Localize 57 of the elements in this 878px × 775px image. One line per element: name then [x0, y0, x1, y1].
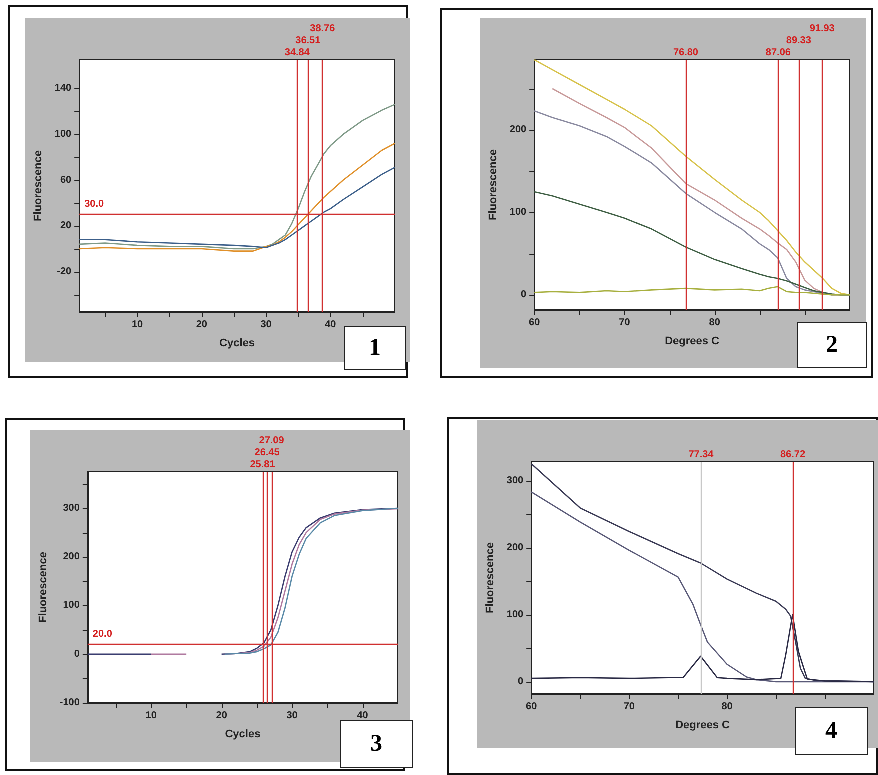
y-tick-label: 60: [60, 174, 72, 186]
x-tick-label: 80: [709, 318, 721, 328]
ref-line-label: 86.72: [780, 450, 806, 460]
text: 4: [795, 707, 868, 755]
ref-line-label: 36.51: [296, 36, 322, 46]
y-axis-title: Fluorescence: [32, 150, 44, 222]
x-tick-label: 20: [216, 710, 228, 722]
x-tick-label: 40: [357, 710, 369, 722]
y-tick-label: 100: [54, 128, 72, 140]
y-axis-title: Fluorescence: [38, 552, 50, 623]
y-tick-label: 300: [506, 475, 524, 486]
y-tick-label: 0: [521, 290, 528, 301]
ref-line-label: 76.80: [673, 48, 699, 58]
ref-line-label: 89.33: [786, 36, 812, 46]
y-tick-label: 100: [510, 207, 528, 218]
x-tick-label: 60: [529, 318, 541, 328]
y-tick-label: -100: [60, 698, 80, 708]
x-tick-label: 20: [196, 320, 208, 330]
ref-line-label: 38.76: [310, 24, 336, 34]
y-axis-title: Fluorescence: [488, 150, 500, 220]
y-tick-label: 140: [54, 83, 72, 94]
ref-line-label: 26.45: [254, 448, 280, 458]
ref-line-label: 25.81: [250, 460, 276, 470]
text: 1: [344, 326, 406, 370]
y-tick-label: -20: [57, 266, 72, 278]
ref-line-label: 20.0: [92, 629, 113, 640]
x-tick-label: 10: [146, 710, 158, 722]
ref-line-label: 30.0: [84, 199, 104, 210]
ref-line-label: 34.84: [284, 48, 310, 58]
y-tick-label: 0: [74, 648, 80, 660]
text: 2: [797, 322, 867, 368]
y-tick-label: 20: [60, 220, 72, 232]
ref-line-label: 87.06: [766, 48, 792, 58]
y-tick-label: 200: [506, 542, 524, 554]
x-tick-label: 10: [132, 320, 144, 330]
ref-line-label: 27.09: [259, 436, 285, 446]
y-tick-label: 300: [63, 502, 80, 514]
ref-line-label: 77.34: [688, 450, 714, 460]
x-tick-label: 40: [325, 320, 337, 330]
y-axis-title: Fluorescence: [484, 542, 496, 614]
y-tick-label: 200: [510, 124, 528, 136]
x-axis-title: Cycles: [225, 728, 261, 740]
x-axis-title: Degrees C: [665, 336, 720, 348]
x-tick-label: 60: [526, 702, 538, 712]
y-tick-label: 0: [518, 676, 524, 688]
x-axis-title: Cycles: [220, 338, 256, 350]
x-tick-label: 70: [624, 702, 636, 712]
text: 3: [340, 720, 413, 768]
x-tick-label: 80: [722, 702, 734, 712]
y-tick-label: 100: [506, 609, 524, 620]
x-tick-label: 30: [260, 320, 272, 330]
ref-line-label: 91.93: [810, 24, 836, 34]
x-tick-label: 70: [619, 318, 631, 328]
y-tick-label: 200: [63, 552, 80, 563]
x-axis-title: Degrees C: [676, 720, 730, 732]
x-tick-label: 30: [286, 710, 298, 722]
y-tick-label: 100: [63, 600, 80, 612]
